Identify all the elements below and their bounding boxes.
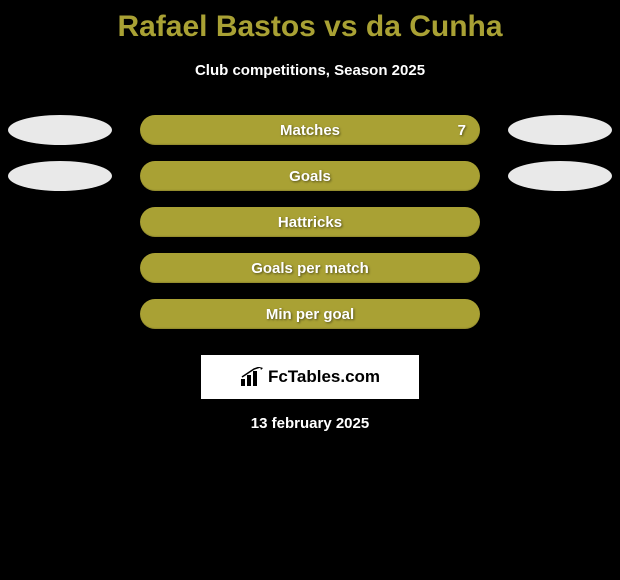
stat-row: Min per goal xyxy=(0,291,620,337)
stat-row: Matches 7 xyxy=(0,107,620,153)
left-player-ellipse xyxy=(8,115,112,145)
stat-row: Hattricks xyxy=(0,199,620,245)
stat-pill: Goals per match xyxy=(140,253,480,283)
stat-label: Goals xyxy=(289,168,331,185)
comparison-title: Rafael Bastos vs da Cunha xyxy=(0,0,620,44)
stat-pill: Matches 7 xyxy=(140,115,480,145)
stat-label: Min per goal xyxy=(266,306,354,323)
logo-box: FcTables.com xyxy=(201,355,419,399)
stat-row: Goals per match xyxy=(0,245,620,291)
stat-label: Hattricks xyxy=(278,214,342,231)
bars-icon xyxy=(240,367,264,387)
logo: FcTables.com xyxy=(240,367,380,387)
stat-label: Matches xyxy=(280,122,340,139)
left-player-ellipse xyxy=(8,161,112,191)
stat-value-right: 7 xyxy=(458,122,466,139)
stat-pill: Min per goal xyxy=(140,299,480,329)
snapshot-date: 13 february 2025 xyxy=(0,415,620,432)
logo-text: FcTables.com xyxy=(268,367,380,387)
stat-pill: Hattricks xyxy=(140,207,480,237)
stat-pill: Goals xyxy=(140,161,480,191)
right-player-ellipse xyxy=(508,161,612,191)
right-player-ellipse xyxy=(508,115,612,145)
stat-row: Goals xyxy=(0,153,620,199)
stat-label: Goals per match xyxy=(251,260,369,277)
stat-rows: Matches 7 Goals Hattricks Goals per matc… xyxy=(0,107,620,337)
comparison-subtitle: Club competitions, Season 2025 xyxy=(0,62,620,79)
